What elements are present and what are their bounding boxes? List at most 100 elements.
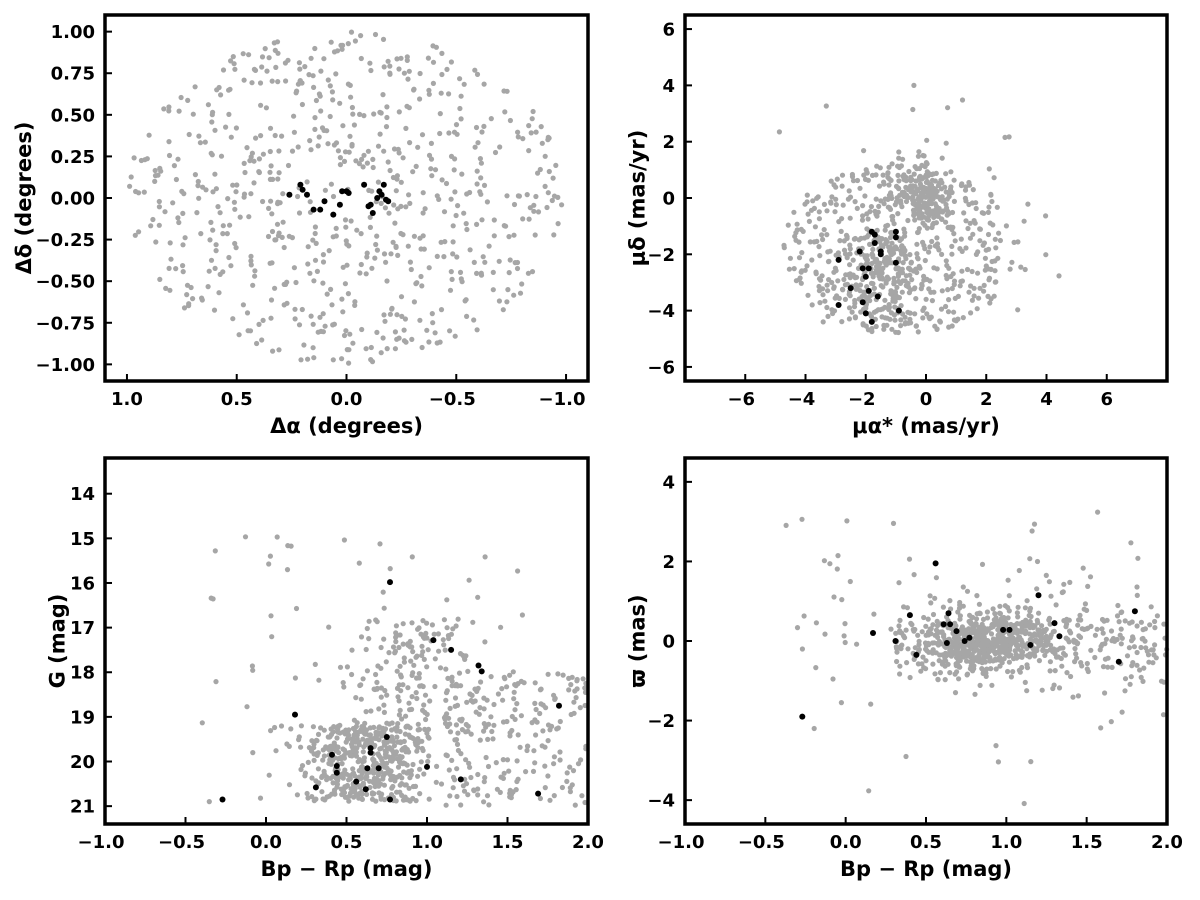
field-point — [457, 76, 463, 82]
field-point — [1050, 685, 1056, 692]
field-point — [441, 209, 448, 215]
field-point — [340, 770, 346, 777]
field-point — [798, 269, 804, 275]
field-point — [1126, 645, 1132, 651]
field-point — [510, 669, 516, 675]
field-point — [438, 239, 444, 245]
field-point — [392, 650, 398, 656]
field-point — [934, 623, 941, 629]
field-point — [461, 788, 468, 794]
field-point — [932, 595, 938, 601]
field-point — [935, 677, 941, 683]
field-point — [996, 230, 1002, 236]
field-point — [417, 96, 423, 102]
field-point — [876, 273, 882, 279]
field-point — [387, 757, 394, 764]
field-point — [578, 757, 584, 763]
field-point — [1109, 638, 1115, 644]
field-point — [841, 633, 847, 639]
field-point — [240, 302, 246, 308]
field-point — [1127, 620, 1133, 626]
field-point — [449, 276, 455, 282]
field-point — [481, 779, 487, 785]
field-point — [326, 248, 332, 254]
field-point — [1008, 674, 1015, 680]
field-point — [864, 257, 871, 263]
field-point — [441, 642, 447, 648]
field-point — [171, 163, 177, 169]
panel-cmd: −1.0 −0.5 0.0 0.5 1.0 1.5 2.01415161718192021B… — [46, 456, 604, 881]
field-point — [257, 795, 264, 801]
field-point — [205, 102, 211, 108]
field-point — [1075, 640, 1081, 646]
field-point — [206, 799, 212, 805]
field-point — [1007, 266, 1013, 272]
member-point — [961, 638, 968, 644]
field-point — [994, 204, 1000, 210]
field-point — [820, 319, 826, 325]
field-point — [419, 643, 425, 649]
field-point — [253, 135, 259, 141]
field-point — [852, 199, 858, 205]
field-point — [811, 239, 817, 245]
field-point — [478, 679, 484, 685]
field-point — [1100, 664, 1107, 670]
field-point — [496, 298, 502, 304]
field-point — [346, 750, 352, 756]
field-point — [339, 356, 345, 362]
field-point — [390, 738, 396, 745]
field-point — [885, 204, 891, 210]
field-point — [882, 297, 888, 303]
field-point — [914, 186, 921, 193]
field-point — [375, 751, 381, 757]
field-point — [397, 663, 403, 669]
field-point — [419, 344, 425, 351]
field-point — [330, 357, 336, 363]
field-point — [233, 245, 239, 251]
field-point — [492, 149, 499, 156]
y-tick-label: 18 — [70, 663, 95, 684]
member-point — [906, 612, 913, 619]
field-point — [799, 250, 805, 256]
field-point — [923, 194, 929, 200]
field-point — [250, 750, 256, 756]
field-point — [331, 321, 337, 327]
field-point — [847, 251, 853, 257]
field-point — [415, 740, 421, 746]
field-point — [477, 705, 483, 711]
field-point — [262, 46, 268, 52]
field-point — [882, 196, 888, 202]
field-point — [359, 156, 365, 162]
field-point — [890, 520, 897, 527]
field-point — [547, 797, 553, 803]
field-point — [448, 196, 454, 202]
field-point — [801, 613, 807, 619]
field-point — [957, 616, 963, 622]
field-point — [504, 299, 510, 305]
field-point — [349, 647, 355, 653]
field-point — [345, 41, 351, 47]
field-point — [478, 175, 484, 181]
field-point — [1150, 647, 1156, 653]
field-point — [436, 648, 442, 654]
field-point — [470, 619, 476, 625]
field-point — [418, 273, 424, 280]
field-point — [1084, 607, 1090, 614]
field-point — [374, 679, 380, 686]
field-point — [258, 102, 264, 108]
field-point — [1002, 134, 1008, 140]
field-point — [564, 770, 570, 776]
field-point — [845, 196, 852, 202]
field-point — [383, 259, 389, 265]
field-point — [246, 52, 252, 58]
field-point — [936, 658, 942, 664]
field-point — [545, 738, 551, 744]
field-point — [309, 738, 315, 744]
member-point — [286, 191, 293, 198]
field-point — [1117, 632, 1123, 638]
field-point — [919, 629, 925, 635]
field-point — [337, 664, 344, 670]
field-point — [959, 278, 966, 284]
field-point — [997, 603, 1003, 609]
field-point — [847, 578, 853, 585]
